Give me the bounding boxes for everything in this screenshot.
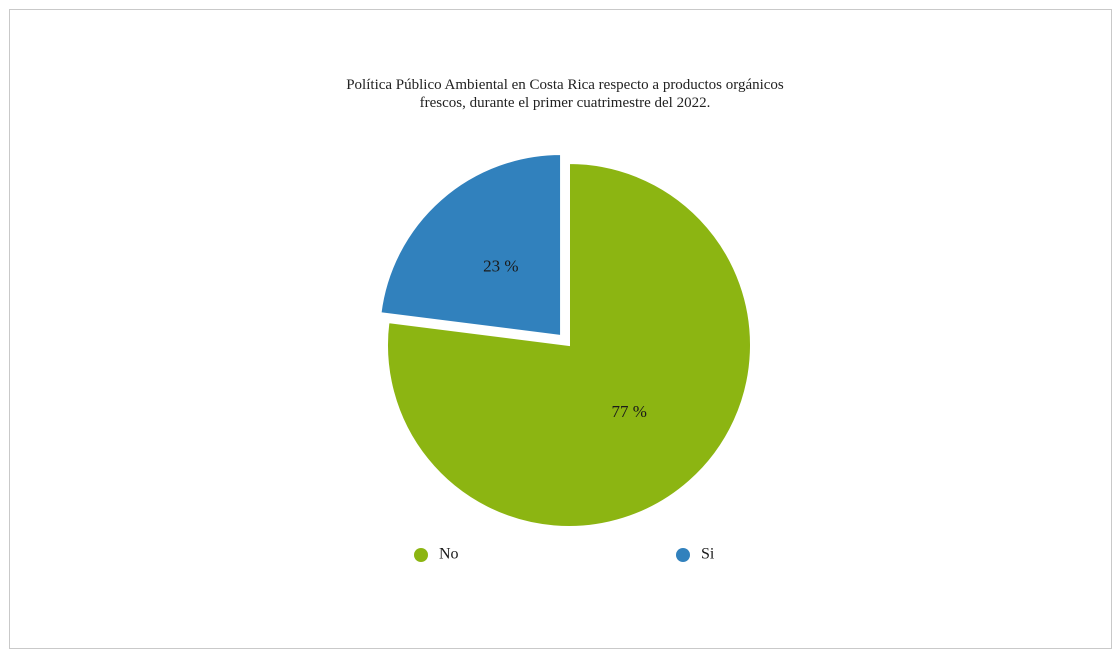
data-label-si: 23 % xyxy=(483,257,518,276)
data-label-no: 77 % xyxy=(611,402,646,421)
chart-legend: No Si xyxy=(414,546,715,563)
legend-marker-si xyxy=(676,548,690,562)
legend-label-si: Si xyxy=(701,546,715,563)
legend-label-no: No xyxy=(439,546,459,563)
pie-slice-no xyxy=(386,161,752,528)
pie-slices xyxy=(379,152,752,528)
pie-chart: 77 % 23 % No Si xyxy=(379,152,752,563)
legend-marker-no xyxy=(414,548,428,562)
pie-slice-si xyxy=(379,152,563,338)
pie-data-labels: 77 % 23 % xyxy=(483,257,647,422)
chart-title: Política Público Ambiental en Costa Rica… xyxy=(346,77,784,111)
